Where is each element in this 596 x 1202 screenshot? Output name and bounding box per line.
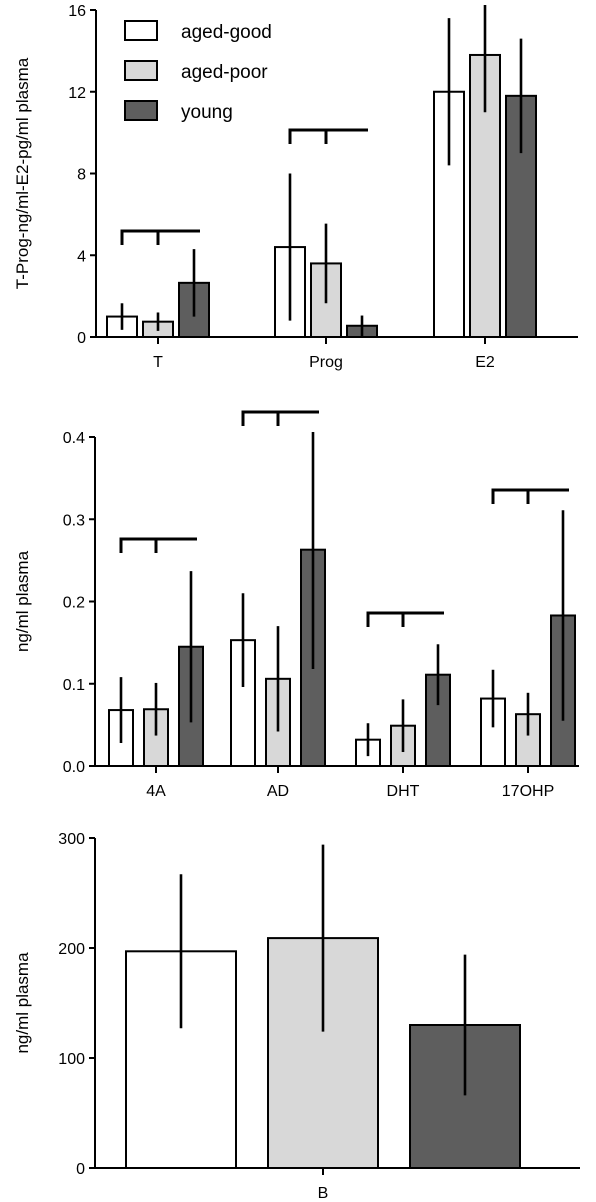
y-tick-label: 0 bbox=[77, 330, 86, 347]
x-category-label: 17OHP bbox=[502, 783, 554, 800]
legend-swatch-aged-good bbox=[124, 20, 158, 41]
y-tick-label: 0 bbox=[76, 1161, 85, 1178]
legend-label-aged-good: aged-good bbox=[181, 22, 272, 43]
x-category-label: AD bbox=[267, 783, 289, 800]
y-tick-label: 16 bbox=[68, 3, 86, 20]
y-tick-label: 0.3 bbox=[63, 512, 85, 529]
y-tick-label: 300 bbox=[58, 831, 85, 848]
legend-swatch-aged-poor bbox=[124, 60, 158, 81]
significance-bracket bbox=[288, 128, 368, 144]
chart-panel-3: 0 100 200 300 ng/ml plasma B bbox=[13, 831, 580, 1202]
x-category-label: 4A bbox=[146, 783, 166, 800]
y-tick-label: 200 bbox=[58, 941, 85, 958]
y-tick-label: 0.1 bbox=[63, 677, 85, 694]
y-axis-title: ng/ml plasma bbox=[13, 550, 32, 652]
y-axis-title: T-Prog-ng/ml-E2-pg/ml plasma bbox=[13, 57, 32, 289]
chart-panel-1: 0 4 8 12 16 T-Prog-ng/ml-E2-pg/ml plasma T Prog… bbox=[13, 3, 578, 371]
y-tick-label: 8 bbox=[77, 167, 86, 184]
y-tick-label: 12 bbox=[68, 85, 86, 102]
y-tick-label: 0.4 bbox=[63, 430, 85, 447]
significance-bracket bbox=[119, 537, 197, 553]
x-category-label: T bbox=[153, 354, 163, 371]
x-category-label: B bbox=[318, 1185, 329, 1202]
x-category-label: Prog bbox=[309, 354, 343, 371]
legend-swatch-young bbox=[124, 100, 158, 121]
legend-label-aged-poor: aged-poor bbox=[181, 62, 268, 83]
x-category-label: E2 bbox=[475, 354, 495, 371]
y-tick-label: 4 bbox=[77, 248, 86, 265]
y-tick-label: 0.2 bbox=[63, 595, 85, 612]
y-tick-label: 0.0 bbox=[63, 759, 85, 776]
legend-label-young: young bbox=[181, 102, 233, 123]
chart-panel-2: 0.0 0.1 0.2 0.3 0.4 ng/ml plasma 4A AD DHT 17OHP bbox=[13, 410, 579, 800]
x-category-label: DHT bbox=[387, 783, 420, 800]
bar-young-B bbox=[409, 1024, 521, 1169]
significance-bracket bbox=[120, 229, 200, 245]
significance-bracket bbox=[366, 611, 444, 627]
significance-bracket bbox=[241, 410, 319, 426]
y-axis-title: ng/ml plasma bbox=[13, 952, 32, 1054]
significance-bracket bbox=[491, 488, 569, 504]
y-tick-label: 100 bbox=[58, 1051, 85, 1068]
